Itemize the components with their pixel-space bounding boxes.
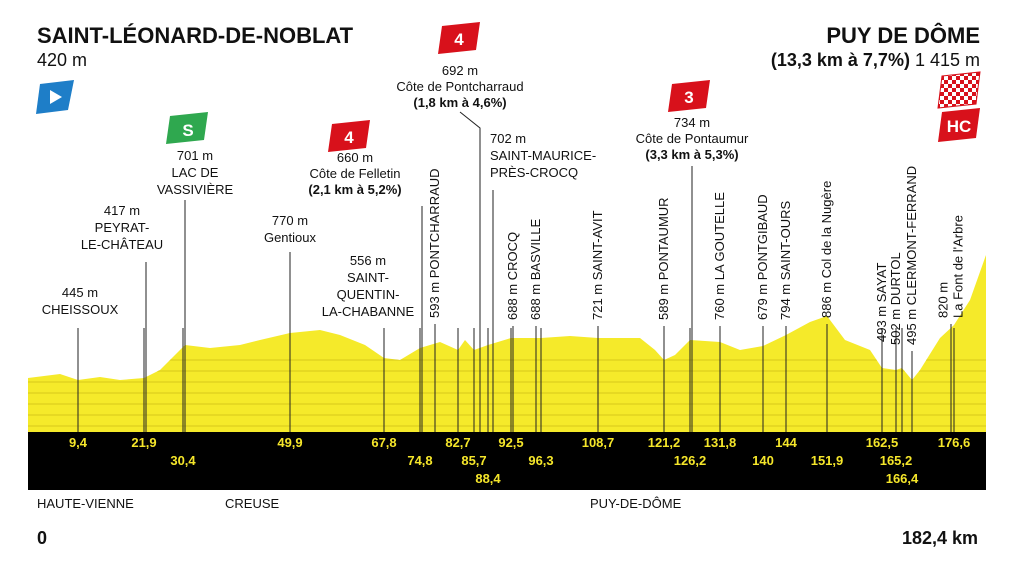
place-name: LE-CHÂTEAU [81, 237, 163, 252]
sprint-label: S [182, 121, 193, 140]
climb-badge [668, 80, 710, 112]
km-mark: 165,2 [880, 453, 913, 468]
climb-detail: (1,8 km à 4,6%) [413, 95, 506, 110]
finish-climb: (13,3 km à 7,7%) [771, 50, 910, 70]
place-name: SAINT-MAURICE- [490, 148, 596, 163]
km-mark: 108,7 [582, 435, 615, 450]
climb-badge [328, 120, 370, 152]
climb-badge [438, 22, 480, 54]
place-name: PRÈS-CROCQ [490, 165, 578, 180]
km-mark: 126,2 [674, 453, 707, 468]
finish-info: (13,3 km à 7,7%) 1 415 m [771, 50, 980, 70]
place-vertical: 493 m SAYAT [874, 262, 889, 342]
region: HAUTE-VIENNE [37, 496, 134, 511]
km-mark: 144 [775, 435, 797, 450]
place-name: QUENTIN- [337, 287, 400, 302]
place-name: Gentioux [264, 230, 317, 245]
km-mark: 131,8 [704, 435, 737, 450]
km-mark: 151,9 [811, 453, 844, 468]
place-vertical: 495 m CLERMONT-FERRAND [904, 166, 919, 345]
climb-category: 3 [684, 88, 693, 107]
region: PUY-DE-DÔME [590, 496, 682, 511]
place-altitude: 702 m [490, 131, 526, 146]
sprint-name: VASSIVIÈRE [157, 182, 234, 197]
climb-name: Côte de Pontcharraud [396, 79, 523, 94]
start-altitude: 420 m [37, 50, 87, 70]
km-mark: 21,9 [131, 435, 156, 450]
climb-category: 4 [454, 30, 464, 49]
place-vertical: La Font de l'Arbre [951, 215, 966, 318]
km-band [28, 432, 986, 490]
climb-altitude: 734 m [674, 115, 710, 130]
place-name: CHEISSOUX [42, 302, 119, 317]
start-icon [50, 90, 62, 104]
place-vertical: 679 m PONTGIBAUD [755, 194, 770, 320]
elevation-profile [28, 255, 986, 432]
km-mark: 162,5 [866, 435, 899, 450]
place-vertical: 688 m BASVILLE [528, 219, 543, 320]
region: CREUSE [225, 496, 280, 511]
leader [459, 111, 481, 432]
distance-end: 182,4 km [902, 528, 978, 548]
finish-flag [937, 71, 981, 109]
climb-detail: (2,1 km à 5,2%) [308, 182, 401, 197]
finish-name: PUY DE DÔME [826, 23, 980, 48]
place-altitude: 556 m [350, 253, 386, 268]
place-vertical: 721 m SAINT-AVIT [590, 210, 605, 320]
place-altitude: 445 m [62, 285, 98, 300]
km-mark: 92,5 [498, 435, 523, 450]
place-name: SAINT- [347, 270, 389, 285]
km-mark: 85,7 [461, 453, 486, 468]
km-mark: 96,3 [528, 453, 553, 468]
climb-detail: (3,3 km à 5,3%) [645, 147, 738, 162]
place-name: LA-CHABANNE [322, 304, 415, 319]
place-vertical: 886 m Col de la Nugère [819, 181, 834, 318]
km-mark: 166,4 [886, 471, 919, 486]
climb-altitude: 692 m [442, 63, 478, 78]
sprint-badge [166, 112, 208, 144]
place-vertical: 688 m CROCQ [505, 232, 520, 320]
km-mark: 121,2 [648, 435, 681, 450]
hc-badge [938, 108, 980, 142]
sprint-altitude: 701 m [177, 148, 213, 163]
km-mark: 82,7 [445, 435, 470, 450]
distance-start: 0 [37, 528, 47, 548]
climb-name: Côte de Felletin [309, 166, 400, 181]
climb-name: Côte de Pontaumur [636, 131, 749, 146]
hc-label: HC [947, 117, 972, 136]
climb-category: 4 [344, 128, 354, 147]
place-altitude: 417 m [104, 203, 140, 218]
place-vertical: 794 m SAINT-OURS [778, 200, 793, 320]
place-vertical: 502 m DURTOL [888, 252, 903, 345]
km-mark: 88,4 [475, 471, 501, 486]
place-vertical: 820 m [936, 282, 951, 318]
km-mark: 67,8 [371, 435, 396, 450]
km-mark: 30,4 [170, 453, 196, 468]
place-name: PEYRAT- [95, 220, 150, 235]
km-mark: 49,9 [277, 435, 302, 450]
finish-altitude: 1 415 m [915, 50, 980, 70]
climb-altitude: 660 m [337, 150, 373, 165]
km-mark: 9,4 [69, 435, 88, 450]
sprint-name: LAC DE [172, 165, 219, 180]
km-mark: 140 [752, 453, 774, 468]
start-name: SAINT-LÉONARD-DE-NOBLAT [37, 23, 354, 48]
place-vertical: 589 m PONTAUMUR [656, 197, 671, 320]
place-vertical: 593 m PONTCHARRAUD [427, 168, 442, 318]
place-vertical: 760 m LA GOUTELLE [712, 192, 727, 320]
km-mark: 176,6 [938, 435, 971, 450]
km-mark: 74,8 [407, 453, 432, 468]
place-altitude: 770 m [272, 213, 308, 228]
